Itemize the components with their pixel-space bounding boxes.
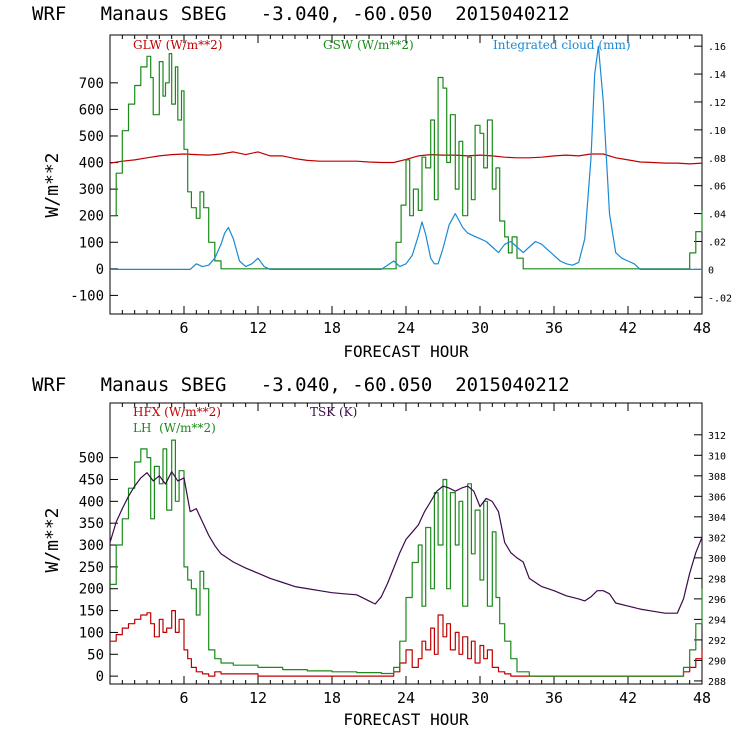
x-tick-label: 30	[471, 689, 489, 707]
y2-tick-label: .12	[708, 98, 726, 109]
x-tick-label: 24	[397, 319, 415, 337]
y-tick-label: 150	[79, 604, 104, 620]
y-tick-label: 300	[79, 538, 104, 554]
panel-1-x-ticks: 6 12 18 24 30 36 42 48	[109, 35, 711, 337]
series-line-gsw	[110, 53, 703, 270]
x-tick-label: 36	[545, 689, 563, 707]
panel-1-series	[109, 45, 703, 270]
x-tick-label: 18	[323, 319, 341, 337]
y2-tick-label: 292	[708, 636, 726, 647]
y2-tick-label: .16	[708, 42, 726, 53]
x-tick-label: 42	[619, 689, 637, 707]
x-tick-label: 48	[693, 319, 711, 337]
y-tick-label: 450	[79, 472, 104, 488]
y-tick-label: 100	[79, 235, 104, 251]
y-tick-label: 700	[79, 76, 104, 92]
legend-tsk: TSK (K)	[310, 405, 357, 419]
x-tick-label: 6	[179, 689, 188, 707]
y-tick-label: 50	[87, 647, 104, 663]
y-tick-label: 250	[79, 560, 104, 576]
legend-lh: LH (W/m**2)	[133, 421, 216, 435]
y-tick-label: -100	[70, 288, 104, 304]
series-line-lh	[110, 439, 703, 677]
panel-2-x-ticks: 6 12 18 24 30 36 42 48	[109, 403, 711, 707]
y2-tick-label: 290	[708, 656, 726, 667]
y2-tick-label: .06	[708, 182, 726, 193]
y-tick-label: 0	[96, 262, 104, 278]
panel-2-y-ticks: 0 50 100 150 200 250 300 350 400 450 500	[79, 451, 118, 685]
y2-tick-label: 310	[708, 451, 726, 462]
legend-hfx: HFX (W/m**2)	[133, 405, 221, 419]
y-tick-label: 600	[79, 102, 104, 118]
y2-tick-label: 308	[708, 472, 726, 483]
y2-tick-label: 304	[708, 513, 726, 524]
y2-tick-label: .08	[708, 154, 726, 165]
y2-tick-label: 312	[708, 431, 726, 442]
y-tick-label: 300	[79, 182, 104, 198]
series-line-integrated	[110, 45, 702, 270]
y2-tick-label: 298	[708, 574, 726, 585]
y2-tick-label: .04	[708, 210, 726, 221]
y-tick-label: 400	[79, 156, 104, 172]
y-tick-label: 500	[79, 129, 104, 145]
y-tick-label: 350	[79, 516, 104, 532]
y-tick-label: 500	[79, 451, 104, 467]
y-tick-label: 0	[96, 669, 104, 685]
x-tick-label: 42	[619, 319, 637, 337]
panel-1-title: WRF Manaus SBEG -3.040, -60.050 20150402…	[32, 3, 570, 25]
panel-1-x-axis-label: FORECAST HOUR	[343, 342, 469, 361]
x-tick-label: 12	[249, 319, 267, 337]
y2-tick-label: 288	[708, 677, 726, 688]
series-line-hfx	[110, 610, 703, 677]
y2-tick-label: .14	[708, 70, 726, 81]
x-tick-label: 48	[693, 689, 711, 707]
x-tick-label: 24	[397, 689, 415, 707]
panel-2-title: WRF Manaus SBEG -3.040, -60.050 20150402…	[32, 374, 570, 396]
x-tick-label: 18	[323, 689, 341, 707]
y-tick-label: 200	[79, 209, 104, 225]
y2-tick-label: -.02	[708, 293, 732, 304]
y2-tick-label: .10	[708, 126, 726, 137]
x-tick-label: 36	[545, 319, 563, 337]
y-tick-label: 400	[79, 494, 104, 510]
y-tick-label: 200	[79, 582, 104, 598]
x-tick-label: 30	[471, 319, 489, 337]
panel-2-y-axis-label: W/m**2	[42, 507, 63, 572]
legend-glw: GLW (W/m**2)	[133, 38, 222, 52]
y2-tick-label: 296	[708, 595, 726, 606]
y2-tick-label: 306	[708, 492, 726, 503]
y2-tick-label: 300	[708, 554, 726, 565]
y2-tick-label: 0	[708, 265, 714, 276]
panel-2-x-axis-label: FORECAST HOUR	[343, 710, 469, 729]
panel-2: WRF Manaus SBEG -3.040, -60.050 20150402…	[32, 374, 726, 729]
y2-tick-label: 302	[708, 533, 726, 544]
panel-2-y2-ticks: 288 290 292 294 296 298 300 302 304 306 308 310 312	[694, 431, 726, 688]
panel-1: WRF Manaus SBEG -3.040, -60.050 20150402…	[32, 3, 732, 361]
series-line-tsk	[109, 471, 703, 614]
y2-tick-label: 294	[708, 615, 726, 626]
panel-2-series	[109, 439, 703, 677]
panel-1-y-axis-label: W/m**2	[42, 152, 63, 217]
x-tick-label: 6	[179, 319, 188, 337]
x-tick-label: 12	[249, 689, 267, 707]
y2-tick-label: .02	[708, 237, 726, 248]
legend-gsw: GSW (W/m**2)	[323, 38, 414, 52]
y-tick-label: 100	[79, 625, 104, 641]
legend-integrated-cloud: Integrated cloud (mm)	[493, 38, 631, 52]
